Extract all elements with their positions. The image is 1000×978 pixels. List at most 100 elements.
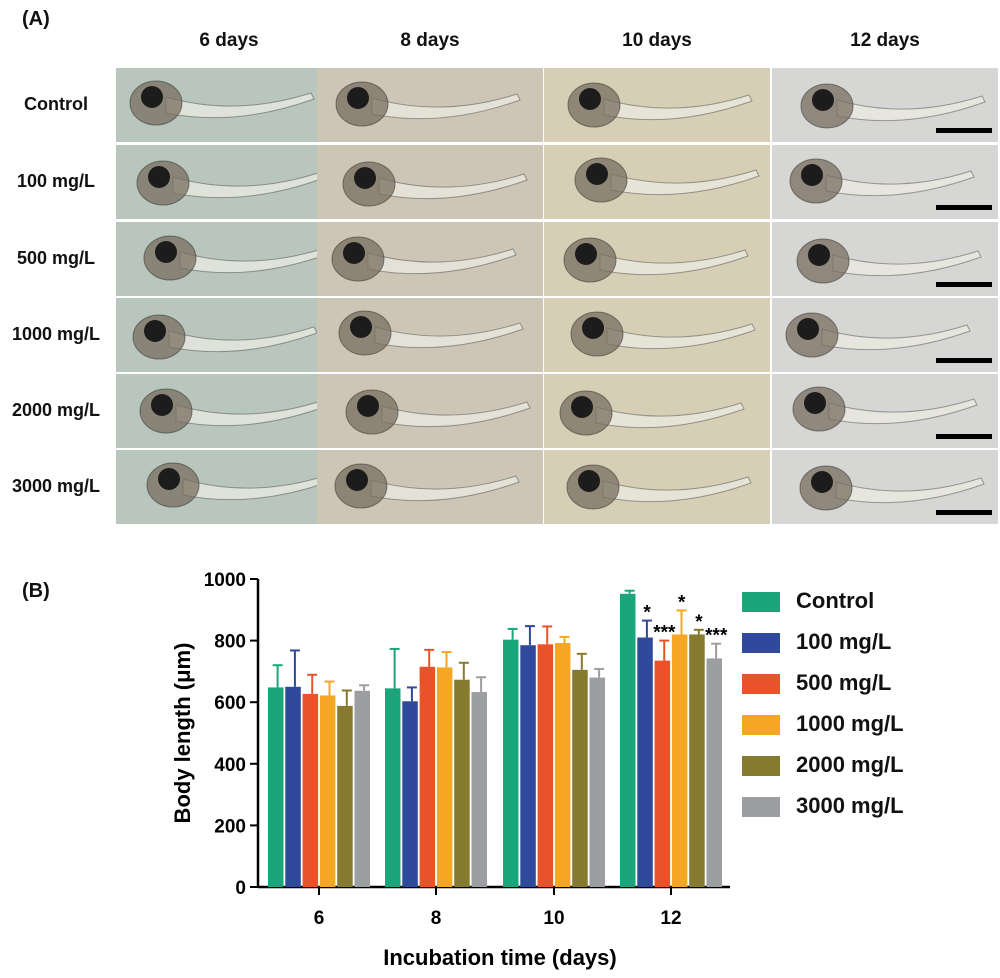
bar <box>520 645 536 887</box>
larva-tail <box>370 475 520 502</box>
bar <box>319 695 336 887</box>
larva-eye <box>571 396 593 418</box>
legend-label: 500 mg/L <box>796 670 892 695</box>
larva-eye <box>812 89 834 111</box>
larva-image <box>116 374 342 448</box>
larva-image <box>544 68 770 142</box>
larva-eye <box>797 318 819 340</box>
larva-eye <box>354 167 376 189</box>
larva-tail <box>825 170 975 197</box>
legend-swatch <box>742 633 780 653</box>
bar <box>285 686 301 887</box>
legend-swatch <box>742 674 780 694</box>
x-tick-label: 10 <box>543 908 564 929</box>
larva-eye <box>575 243 597 265</box>
legend-label: 1000 mg/L <box>796 711 904 736</box>
scale-bar <box>936 434 992 439</box>
larva-eye <box>811 471 833 493</box>
larva-image <box>772 374 998 448</box>
row-label-2000-mg-l: 2000 mg/L <box>11 400 101 420</box>
bar <box>268 687 284 887</box>
x-axis-label: Incubation time (days) <box>383 945 616 970</box>
bar <box>637 637 653 887</box>
bar <box>419 666 436 887</box>
legend-label: 100 mg/L <box>796 629 892 654</box>
y-tick-label: 1000 <box>204 570 246 591</box>
y-axis-label: Body length (μm) <box>170 643 195 824</box>
larva-image <box>317 374 543 448</box>
legend-swatch <box>742 592 780 612</box>
larva-tail <box>378 173 528 200</box>
bar <box>302 693 319 887</box>
larva-image <box>772 298 998 372</box>
larva-tail <box>599 249 749 276</box>
bar <box>471 692 487 887</box>
larva-tail <box>179 247 329 274</box>
significance-marker: * <box>643 603 651 624</box>
larva-eye <box>141 86 163 108</box>
bar <box>706 658 722 887</box>
bar <box>402 701 418 887</box>
significance-marker: *** <box>653 623 676 644</box>
larva-tail <box>371 93 521 120</box>
larva-eye <box>808 244 830 266</box>
larva-image <box>116 298 342 372</box>
larva-tail <box>168 326 318 353</box>
larva-tail <box>595 402 745 429</box>
bar <box>654 660 671 887</box>
larva-tail <box>821 324 971 351</box>
row-label-1000-mg-l: 1000 mg/L <box>11 324 101 344</box>
significance-marker: * <box>678 592 686 613</box>
larva-eye <box>158 468 180 490</box>
scale-bar <box>936 205 992 210</box>
significance-marker: *** <box>705 626 728 647</box>
bar <box>554 643 571 887</box>
bar <box>436 667 453 887</box>
y-tick-label: 200 <box>214 816 246 837</box>
larva-eye <box>148 166 170 188</box>
legend-label: 2000 mg/L <box>796 752 904 777</box>
larva-tail <box>381 401 531 428</box>
body-length-bar-chart: 0 200 400 600 800 1000 Body length (μm) Incubat… <box>170 570 730 970</box>
larva-eye <box>586 163 608 185</box>
significance-marker: * <box>695 612 703 633</box>
larva-eye <box>343 242 365 264</box>
bar <box>337 705 353 887</box>
larva-tail <box>835 477 985 504</box>
larva-eye <box>582 317 604 339</box>
larva-eye <box>357 395 379 417</box>
larva-image <box>772 222 998 296</box>
larva-eye <box>350 316 372 338</box>
larva-eye <box>579 88 601 110</box>
row-label-500-mg-l: 500 mg/L <box>16 248 96 268</box>
larva-image <box>317 68 543 142</box>
row-label-control: Control <box>24 94 88 114</box>
x-tick-label: 8 <box>431 908 442 929</box>
larva-tail <box>828 398 978 425</box>
larva-image <box>116 145 342 219</box>
larva-tail <box>182 474 332 501</box>
bar <box>454 679 470 887</box>
larva-image <box>772 68 998 142</box>
legend-swatch <box>742 756 780 776</box>
larva-image <box>116 68 342 142</box>
column-header-10-days: 10 days <box>622 30 692 51</box>
column-header-12-days: 12 days <box>850 30 920 51</box>
panel-a-label: (A) <box>22 8 50 30</box>
scale-bar <box>936 510 992 515</box>
y-tick-label: 0 <box>235 878 246 899</box>
larva-image <box>317 145 543 219</box>
larva-tail <box>165 92 315 119</box>
larva-image <box>317 222 543 296</box>
larva-image <box>772 145 998 219</box>
panel-b-label: (B) <box>22 580 50 602</box>
larva-tail <box>832 250 982 277</box>
larva-image <box>116 222 342 296</box>
larva-tail <box>602 476 752 503</box>
scale-bar <box>936 358 992 363</box>
legend-swatch <box>742 797 780 817</box>
larva-eye <box>578 470 600 492</box>
larva-image <box>772 450 998 524</box>
bar <box>385 688 401 887</box>
larva-tail <box>610 169 760 196</box>
